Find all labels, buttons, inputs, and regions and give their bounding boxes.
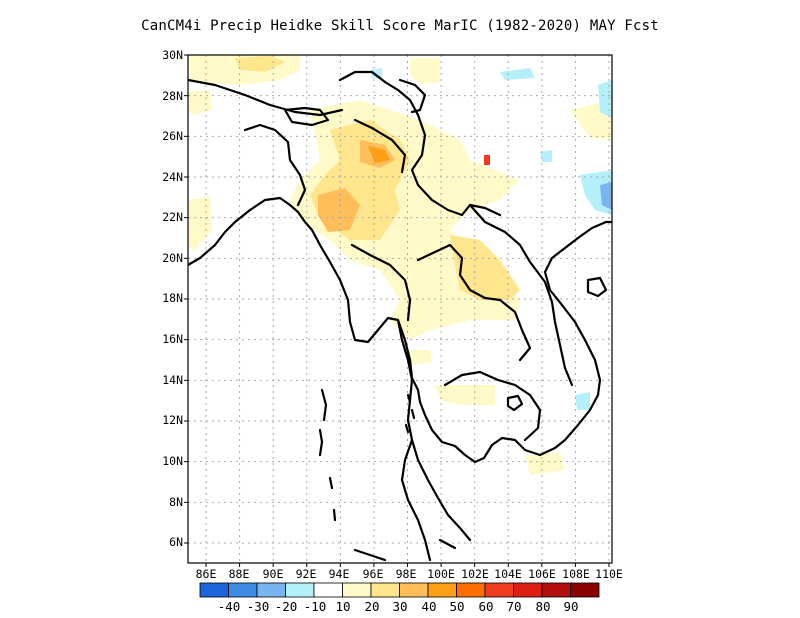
lat-label: 8N: [169, 495, 183, 509]
mergui-islands: [404, 393, 416, 434]
border-myanmar-thailand: [350, 243, 412, 322]
latitude-axis: 30N 28N 26N 24N 22N 20N 18N 16N 14N 12N …: [162, 48, 183, 549]
lon-label: 98E: [396, 567, 417, 581]
colorbar-swatch: [484, 582, 514, 598]
lat-label: 10N: [162, 454, 183, 468]
colorbar-swatch: [313, 582, 343, 598]
lon-label: 102E: [461, 567, 489, 581]
colorbar-label: 10: [335, 599, 350, 614]
lon-label: 94E: [329, 567, 350, 581]
coastline-bay-of-bengal: [188, 196, 612, 464]
colorbar-label: -20: [275, 599, 298, 614]
colorbar-swatch: [570, 582, 600, 598]
skill-shading: [188, 55, 612, 475]
axis-ticks: [184, 54, 610, 567]
colorbar-label: 50: [449, 599, 464, 614]
border-china-myanmar: [338, 70, 502, 217]
skill-patch-cambodia: [460, 392, 492, 403]
skill-patch-top-left-strong: [235, 56, 285, 72]
skill-patch-neg-coast: [370, 68, 382, 78]
colorbar-label: -40: [218, 599, 241, 614]
lon-label: 96E: [363, 567, 384, 581]
tonle-sap-lake: [506, 394, 524, 412]
skill-patch-neg-mid: [540, 150, 552, 162]
colorbar-swatch: [399, 582, 429, 598]
coastline-malay-west: [400, 438, 432, 562]
skill-patch-red-dot: [484, 155, 490, 165]
colorbar-label: 40: [421, 599, 436, 614]
colorbar-swatch: [541, 582, 571, 598]
skill-patch-left-upper: [188, 90, 212, 115]
colorbar-label: 90: [563, 599, 578, 614]
border-laos-vietnam: [468, 203, 574, 387]
skill-patch-neg-vietnam: [575, 392, 590, 410]
lat-label: 14N: [162, 373, 183, 387]
skill-patch-vietnam-coast: [525, 452, 565, 475]
colorbar-swatch: [342, 582, 372, 598]
colorbar-label: 70: [506, 599, 521, 614]
plot-frame: [187, 54, 613, 564]
skill-patch-top-mid: [410, 58, 440, 84]
lat-label: 12N: [162, 413, 183, 427]
colorbar-swatch: [370, 582, 400, 598]
colorbar-swatch: [456, 582, 486, 598]
nicobar-islands: [328, 476, 337, 522]
colorbar-swatch: [199, 582, 229, 598]
colorbar-swatch: [427, 582, 457, 598]
colorbar-label: 30: [392, 599, 407, 614]
colorbar-labels: -40 -30 -20 -10 10 20 30 40 50 60 70 80 …: [218, 599, 579, 614]
skill-patch-central-peak-2: [318, 188, 360, 232]
skill-patch-neg-right: [598, 80, 612, 118]
colorbar-swatch: [513, 582, 543, 598]
andaman-islands-2: [318, 428, 324, 457]
lat-label: 30N: [162, 48, 183, 62]
lon-label: 88E: [229, 567, 250, 581]
lat-label: 26N: [162, 129, 183, 143]
lon-label: 104E: [494, 567, 522, 581]
lon-label: 90E: [263, 567, 284, 581]
colorbar-label: 60: [478, 599, 493, 614]
border-cambodia: [443, 370, 542, 442]
border-north-inner: [353, 118, 407, 174]
lat-label: 22N: [162, 210, 183, 224]
coastline-top-right: [398, 78, 427, 114]
colorbar-swatch: [285, 582, 315, 598]
page-title: CanCM4i Precip Heidke Skill Score MarIC …: [141, 18, 659, 34]
hainan-coast: [586, 276, 608, 298]
lat-label: 28N: [162, 89, 183, 103]
colorbar-label: 80: [535, 599, 550, 614]
colorbar-label: 20: [364, 599, 379, 614]
border-india-nepal: [188, 78, 344, 117]
border-bhutan: [283, 106, 330, 127]
lat-lon-grid: [188, 55, 612, 563]
colorbar-label: -10: [304, 599, 327, 614]
lon-label: 100E: [427, 567, 455, 581]
plot-area: [188, 55, 612, 563]
lat-label: 16N: [162, 332, 183, 346]
lat-label: 6N: [169, 535, 183, 549]
lon-label: 86E: [196, 567, 217, 581]
lon-label: 110E: [595, 567, 623, 581]
lon-label: 92E: [296, 567, 317, 581]
colorbar: [199, 582, 600, 598]
border-bangladesh: [243, 123, 307, 207]
colorbar-swatch: [256, 582, 286, 598]
skill-patch-neg-top: [500, 68, 535, 80]
lon-label: 106E: [528, 567, 556, 581]
colorbar-label: -30: [247, 599, 270, 614]
longitude-axis: 86E 88E 90E 92E 94E 96E 98E 100E 102E 10…: [196, 567, 623, 581]
lat-label: 24N: [162, 170, 183, 184]
skill-patch-thailand-west: [405, 350, 432, 365]
border-thailand-laos: [416, 243, 532, 362]
coastline-and-borders: [188, 70, 612, 562]
skill-patch-laos: [450, 235, 520, 300]
lat-label: 18N: [162, 291, 183, 305]
andaman-islands-1: [320, 388, 328, 422]
coastline-bottom: [353, 538, 457, 562]
lat-label: 20N: [162, 251, 183, 265]
colorbar-swatch: [228, 582, 258, 598]
lon-label: 108E: [562, 567, 590, 581]
